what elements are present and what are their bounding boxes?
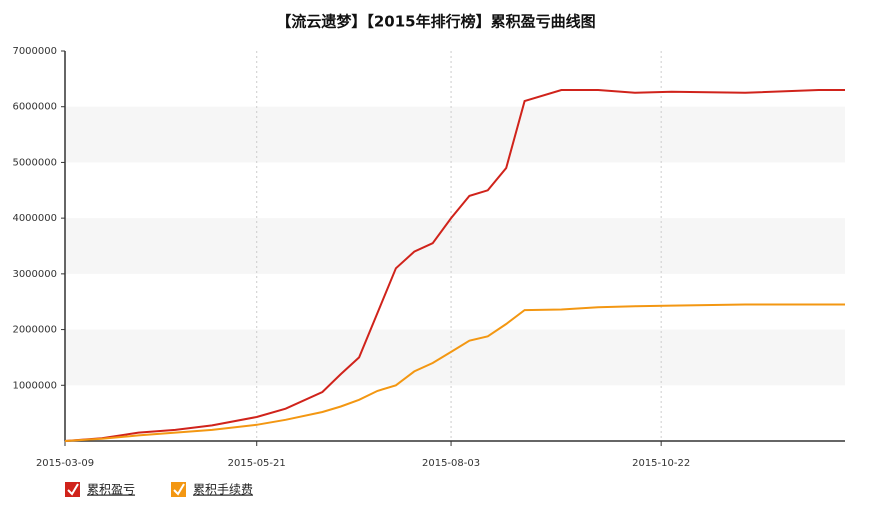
- x-tick-label: 2015-03-09: [36, 458, 94, 469]
- y-tick-label: 3000000: [12, 269, 57, 280]
- series-line: [64, 303, 845, 442]
- y-tick-label: 2000000: [12, 325, 57, 336]
- grid-band: [65, 329, 845, 386]
- legend-check: [173, 483, 185, 496]
- chart-title: 【流云遗梦】【2015年排行榜】累积盈亏曲线图: [276, 13, 595, 31]
- legend-item[interactable]: 累积盈亏: [65, 482, 135, 497]
- y-tick-label: 7000000: [12, 46, 57, 57]
- x-tick-label: 2015-10-22: [632, 458, 690, 469]
- x-tick-label: 2015-05-21: [228, 458, 286, 469]
- y-tick-label: 5000000: [12, 157, 57, 168]
- legend-check: [67, 483, 79, 496]
- x-tick-label: 2015-08-03: [422, 458, 480, 469]
- y-tick-label: 1000000: [12, 380, 57, 391]
- grid-band: [65, 218, 845, 274]
- legend-label[interactable]: 累积盈亏: [87, 483, 135, 497]
- legend-label[interactable]: 累积手续费: [193, 483, 253, 497]
- y-tick-label: 4000000: [12, 213, 57, 224]
- legend-item[interactable]: 累积手续费: [171, 482, 253, 497]
- grid-band: [65, 106, 845, 163]
- y-tick-label: 6000000: [12, 102, 57, 113]
- series-line: [64, 89, 845, 442]
